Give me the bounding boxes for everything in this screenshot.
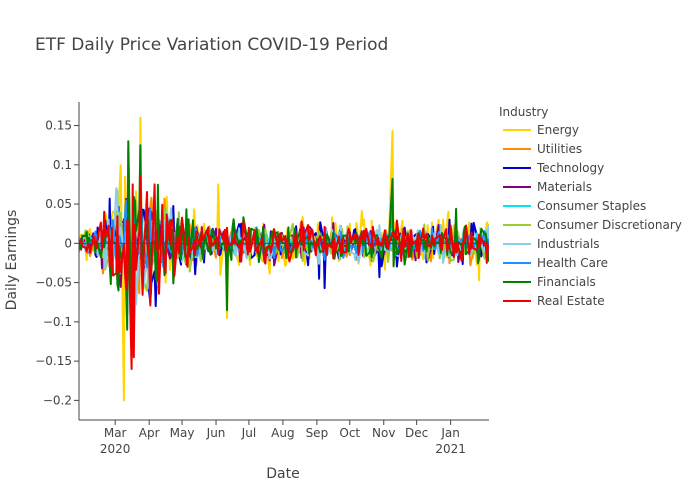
- y-tick-label: −0.2: [43, 393, 72, 407]
- y-tick-label: 0.15: [45, 119, 72, 133]
- legend-title: Industry: [499, 105, 548, 119]
- legend-label: Industrials: [537, 237, 600, 251]
- legend-label: Health Care: [537, 256, 608, 270]
- x-tick-year-label: 2021: [435, 442, 466, 456]
- x-tick-label: Aug: [271, 426, 294, 440]
- legend-label: Utilities: [537, 142, 582, 156]
- legend: Industry Energy Utilities Technology Materi…: [499, 105, 682, 308]
- chart-title: ETF Daily Price Variation COVID-19 Perio…: [35, 35, 388, 55]
- y-tick-label: −0.15: [35, 354, 72, 368]
- x-tick-label: May: [170, 426, 195, 440]
- series-layer: [79, 116, 489, 402]
- y-tick-label: 0.1: [53, 158, 72, 172]
- x-axis-ticks: Mar 2020 Apr May Jun Jul Aug Sep Oct Nov Dec Jan 202…: [100, 420, 466, 456]
- x-axis-title: Date: [266, 466, 299, 482]
- legend-label: Technology: [536, 161, 604, 175]
- legend-label: Consumer Discretionary: [537, 218, 682, 232]
- y-tick-label: −0.1: [43, 315, 72, 329]
- x-tick-label: Dec: [405, 426, 428, 440]
- x-tick-label: Jun: [206, 426, 226, 440]
- legend-label: Real Estate: [537, 294, 605, 308]
- x-tick-label: Mar: [104, 426, 127, 440]
- x-tick-label: Nov: [372, 426, 395, 440]
- x-tick-label: Oct: [339, 426, 360, 440]
- y-tick-label: 0: [64, 236, 72, 250]
- legend-label: Materials: [537, 180, 592, 194]
- series-line-real-estate: [79, 175, 489, 370]
- x-tick-label: Jul: [241, 426, 256, 440]
- legend-label: Energy: [537, 123, 579, 137]
- x-tick-label: Jan: [440, 426, 460, 440]
- plot-area: Mar 2020 Apr May Jun Jul Aug Sep Oct Nov Dec Jan 202…: [35, 102, 489, 456]
- y-axis-ticks: 0.15 0.1 0.05 0 −0.05 −0.1 −0.15 −0.2: [35, 119, 79, 407]
- x-tick-label: Sep: [306, 426, 329, 440]
- y-tick-label: −0.05: [35, 276, 72, 290]
- legend-label: Financials: [537, 275, 596, 289]
- y-tick-label: 0.05: [45, 197, 72, 211]
- x-tick-year-label: 2020: [100, 442, 131, 456]
- y-axis-title: Daily Earnings: [4, 210, 20, 311]
- x-tick-label: Apr: [139, 426, 160, 440]
- legend-label: Consumer Staples: [537, 199, 646, 213]
